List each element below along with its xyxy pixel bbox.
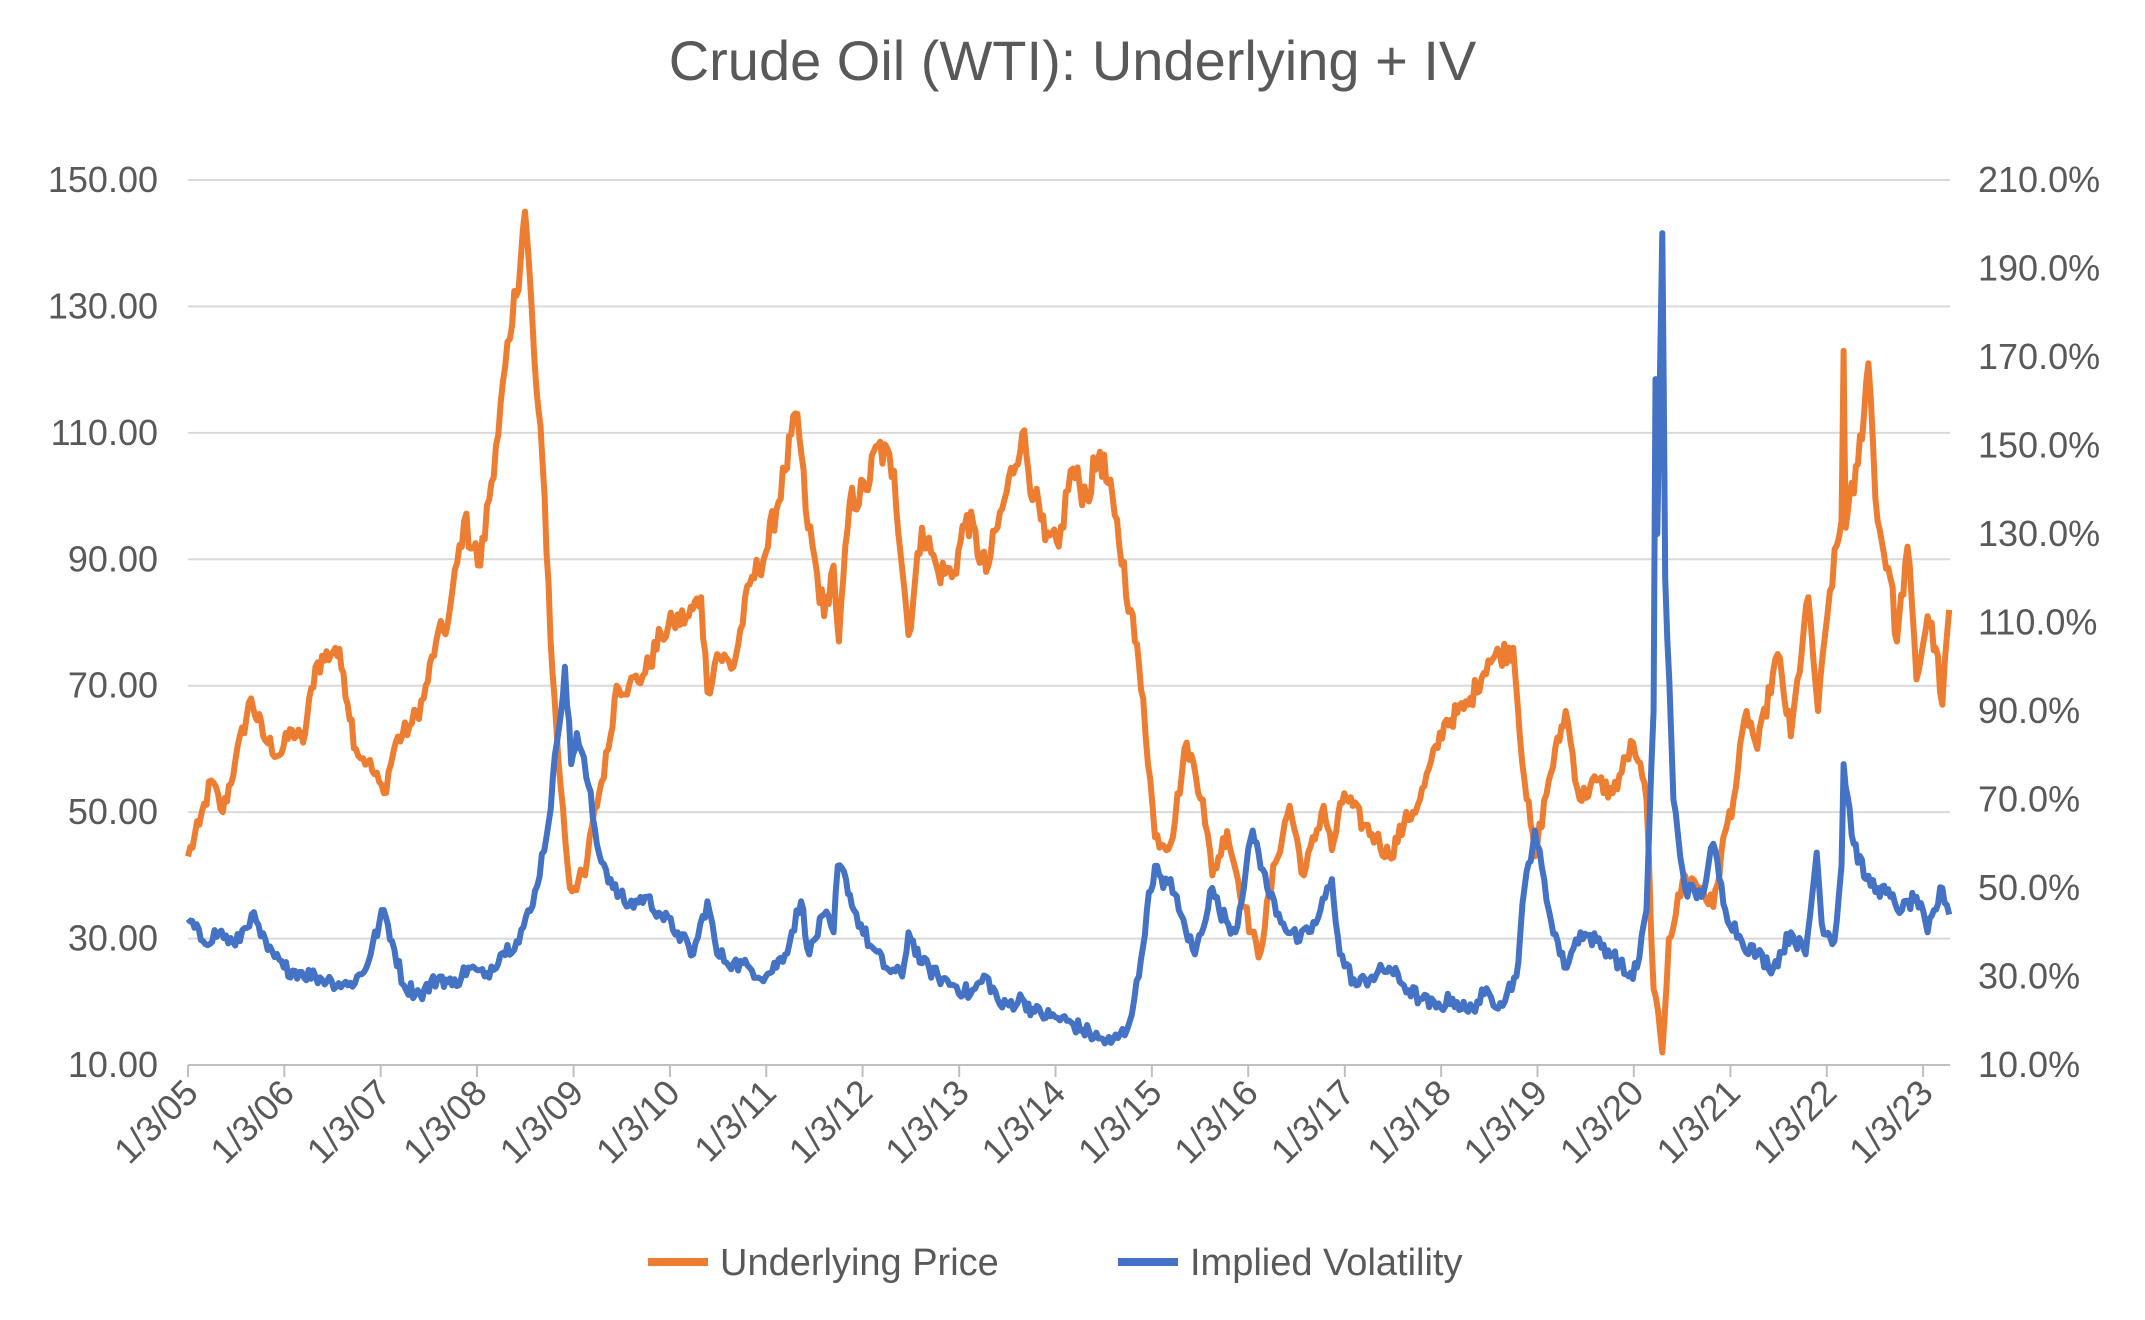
legend-label-underlying-price: Underlying Price: [720, 1242, 999, 1284]
x-tick-label: 1/3/22: [1745, 1072, 1845, 1172]
right-y-tick-label: 30.0%: [1978, 956, 2080, 997]
legend-label-implied-volatility: Implied Volatility: [1190, 1242, 1462, 1284]
right-y-axis: 10.0% 30.0% 50.0% 70.0% 90.0% 110.0% 130.0% 150…: [1978, 159, 2100, 1085]
x-tick-label: 1/3/16: [1166, 1072, 1266, 1172]
x-tick-label: 1/3/21: [1648, 1072, 1748, 1172]
x-tick-label: 1/3/06: [202, 1072, 302, 1172]
x-tick-label: 1/3/23: [1841, 1072, 1941, 1172]
x-tick-label: 1/3/13: [877, 1072, 977, 1172]
right-y-tick-label: 50.0%: [1978, 867, 2080, 908]
right-y-tick-label: 190.0%: [1978, 248, 2100, 289]
series-layer: [185, 208, 1953, 1056]
right-y-tick-label: 70.0%: [1978, 779, 2080, 820]
x-tick-label: 1/3/07: [299, 1072, 399, 1172]
x-tick-label: 1/3/12: [780, 1072, 880, 1172]
left-y-tick-label: 110.00: [51, 412, 158, 453]
x-tick-label: 1/3/20: [1552, 1072, 1652, 1172]
x-tick-label: 1/3/17: [1263, 1072, 1363, 1172]
right-y-tick-label: 170.0%: [1978, 336, 2100, 377]
left-y-tick-label: 70.00: [68, 665, 158, 706]
legend: Underlying Price Implied Volatility: [648, 1242, 1462, 1284]
x-tick-label: 1/3/19: [1455, 1072, 1555, 1172]
right-y-tick-label: 110.0%: [1978, 602, 2097, 643]
left-y-tick-label: 150.00: [48, 159, 158, 200]
x-tick-label: 1/3/11: [686, 1072, 784, 1170]
x-tick-label: 1/3/18: [1359, 1072, 1459, 1172]
x-tick-label: 1/3/14: [973, 1072, 1073, 1172]
left-y-tick-label: 130.00: [48, 285, 158, 326]
left-y-tick-label: 30.00: [68, 918, 158, 959]
chart-title: Crude Oil (WTI): Underlying + IV: [668, 29, 1477, 92]
x-tick-label: 1/3/09: [491, 1072, 591, 1172]
x-tick-label: 1/3/05: [106, 1072, 206, 1172]
x-tick-label: 1/3/10: [588, 1072, 688, 1172]
right-y-tick-label: 90.0%: [1978, 690, 2080, 731]
left-y-tick-label: 50.00: [68, 791, 158, 832]
series-line-underlying-price: [185, 208, 1953, 1056]
x-tick-label: 1/3/08: [395, 1072, 495, 1172]
left-y-axis: 10.00 30.00 50.00 70.00 90.00 110.00 130.00 150…: [48, 159, 158, 1085]
x-tick-label: 1/3/15: [1070, 1072, 1170, 1172]
series-line-implied-volatility: [185, 230, 1953, 1047]
right-y-tick-label: 210.0%: [1978, 159, 2100, 200]
right-y-tick-label: 150.0%: [1978, 425, 2100, 466]
right-y-tick-label: 10.0%: [1978, 1044, 2080, 1085]
right-y-tick-label: 130.0%: [1978, 513, 2100, 554]
grid-lines: [188, 179, 1950, 940]
left-y-tick-label: 10.00: [68, 1044, 158, 1085]
x-axis: 1/3/051/3/061/3/071/3/081/3/091/3/101/3/…: [106, 1064, 1950, 1172]
left-y-tick-label: 90.00: [68, 538, 158, 579]
